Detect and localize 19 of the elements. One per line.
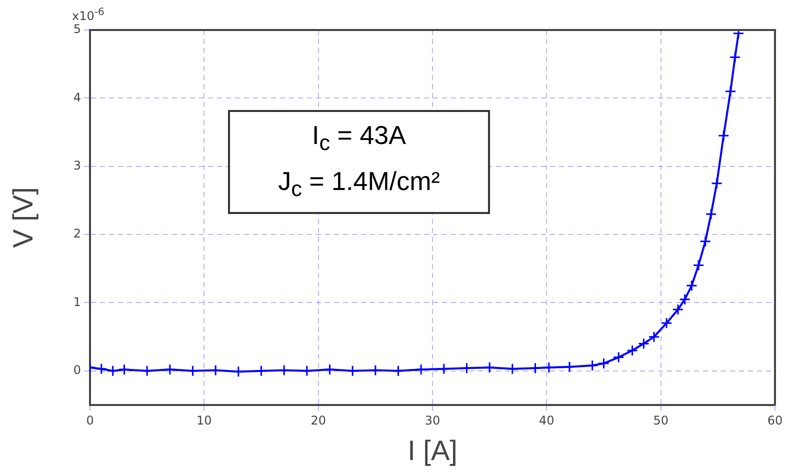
x-tick-label: 60 (767, 413, 783, 428)
x-tick-label: 50 (653, 413, 668, 428)
y-tick-label: 0 (73, 363, 81, 378)
x-tick-label: 20 (310, 413, 326, 428)
text-box: I$_{c}$ = 43A J$_{c}$ = 1.4M/cm² (228, 110, 490, 214)
x-tick-label: 0 (86, 413, 94, 428)
text: x10$^{-6}$ (72, 6, 104, 23)
x-axis-title: I [A] (408, 434, 458, 466)
y-axis-title: V [V] (8, 187, 39, 248)
y-tick-label: 4 (73, 90, 81, 104)
y-tick-label: 1 (73, 294, 81, 309)
y-tick-label: 3 (73, 158, 81, 172)
y-tick-label: 5 (73, 22, 81, 36)
annotation: I$_{c}$ = 43A (311, 119, 407, 158)
x-tick-label: 30 (424, 413, 440, 428)
x-tick-label: 10 (196, 413, 212, 428)
x-tick-label: 40 (539, 413, 554, 428)
y-tick-label: 2 (73, 226, 81, 241)
annotation: J$_{c}$ = 1.4M/cm² (277, 165, 441, 204)
